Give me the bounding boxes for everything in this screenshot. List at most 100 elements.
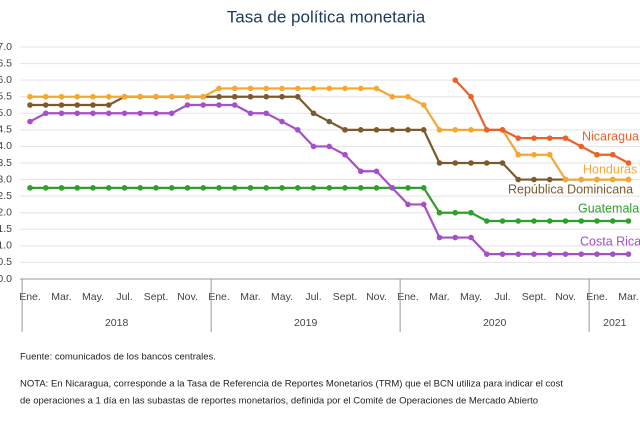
point (578, 218, 585, 224)
point (168, 93, 175, 100)
point (184, 185, 191, 191)
point (153, 185, 159, 191)
point (578, 143, 585, 150)
point (90, 93, 96, 100)
point (294, 93, 301, 100)
point (578, 251, 585, 257)
point (121, 185, 128, 191)
x-tick-label: Ene. (19, 291, 41, 303)
y-tick-label: 6.5 (0, 57, 12, 69)
point (310, 85, 317, 92)
point (594, 218, 600, 224)
point (420, 127, 427, 133)
point (357, 85, 364, 92)
point (200, 93, 207, 100)
x-tick-label: Sept. (522, 291, 547, 303)
point (468, 234, 474, 241)
point (310, 110, 317, 117)
point (27, 93, 33, 100)
point (625, 218, 632, 224)
point (562, 135, 569, 141)
point (625, 176, 632, 183)
point (625, 160, 632, 166)
point (105, 185, 112, 191)
point (90, 110, 96, 117)
year-label: 2019 (294, 317, 318, 329)
point (279, 185, 285, 191)
point (609, 151, 616, 158)
x-tick-label: May. (82, 291, 104, 303)
point (247, 85, 254, 92)
point (153, 93, 159, 100)
x-tick-label: Nov. (555, 291, 576, 303)
point (263, 185, 270, 191)
point (326, 85, 333, 92)
point (546, 218, 553, 224)
y-tick-label: 3.5 (0, 157, 12, 169)
series-label: República Dominicana (508, 182, 633, 196)
series-line (454, 79, 630, 164)
point (515, 151, 522, 158)
point (531, 251, 537, 257)
y-tick-label: 2.0 (0, 206, 12, 218)
point (562, 251, 569, 257)
point (231, 85, 238, 92)
point (27, 118, 33, 125)
point (515, 251, 522, 257)
point (216, 93, 222, 100)
y-tick-label: 4.0 (0, 140, 12, 152)
point (531, 151, 537, 158)
point (121, 110, 128, 117)
point (436, 234, 443, 241)
y-tick-label: 5.0 (0, 107, 12, 119)
point (594, 176, 600, 183)
source: Fuente: comunicados de los bancos centra… (20, 352, 216, 363)
point (357, 127, 364, 133)
point (405, 201, 411, 208)
x-tick-label: Ene. (208, 291, 230, 303)
point (483, 251, 490, 257)
point (90, 185, 96, 191)
point (483, 127, 490, 133)
point (452, 209, 459, 216)
y-tick-label: 1.5 (0, 223, 12, 235)
point (609, 176, 616, 183)
point (216, 85, 222, 92)
point (515, 176, 522, 183)
series-label: Guatemala (578, 201, 639, 215)
point (531, 135, 537, 141)
point (357, 168, 364, 175)
point (168, 185, 175, 191)
point (436, 127, 443, 133)
point (137, 185, 144, 191)
point (58, 102, 65, 108)
point (594, 251, 600, 257)
point (499, 160, 506, 166)
point (546, 151, 553, 158)
point (342, 85, 348, 92)
point (42, 93, 49, 100)
x-tick-label: Mar. (429, 291, 449, 303)
point (452, 160, 459, 166)
point (468, 160, 474, 166)
note-line: de operaciones a 1 día en las subastas d… (20, 396, 538, 407)
point (105, 110, 112, 117)
point (373, 127, 380, 133)
point (294, 185, 301, 191)
series-label: Honduras (583, 162, 637, 176)
point (74, 185, 81, 191)
point (105, 102, 112, 108)
point (168, 110, 175, 117)
point (263, 93, 270, 100)
y-tick-label: 7.0 (0, 41, 12, 53)
point (310, 143, 317, 150)
point (153, 110, 159, 117)
point (499, 127, 506, 133)
point (373, 168, 380, 175)
point (342, 127, 348, 133)
point (184, 102, 191, 108)
point (58, 93, 65, 100)
point (389, 93, 396, 100)
point (420, 102, 427, 108)
